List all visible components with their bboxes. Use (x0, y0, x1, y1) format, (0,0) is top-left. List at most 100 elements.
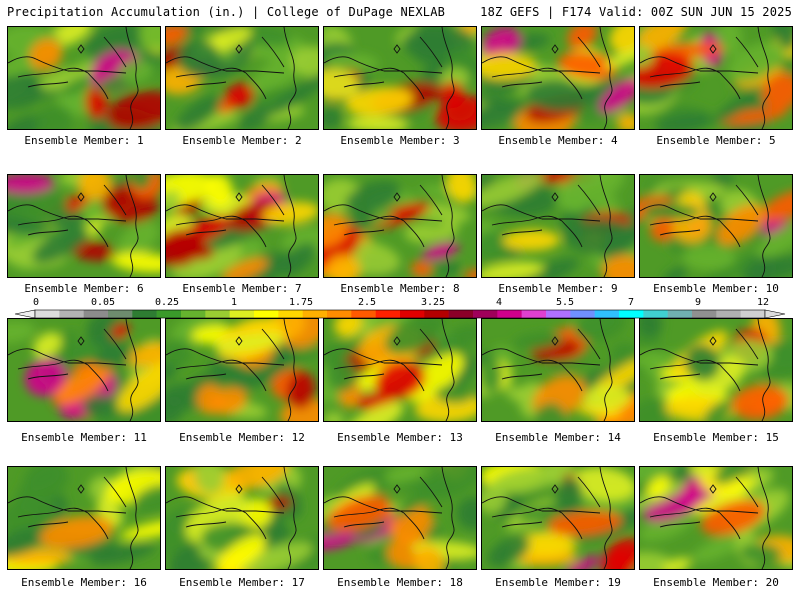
colorbar-swatch (521, 310, 547, 318)
precipitation-field (8, 175, 160, 277)
colorbar-swatch (35, 310, 60, 318)
ensemble-member-label-14: Ensemble Member: 14 (495, 431, 621, 444)
precipitation-field (8, 467, 160, 569)
ensemble-member-label-16: Ensemble Member: 16 (21, 576, 147, 589)
colorbar-swatch (132, 310, 157, 318)
precipitation-colorbar (14, 309, 786, 319)
colorbar-max-arrow (764, 309, 786, 319)
ensemble-member-label-4: Ensemble Member: 4 (498, 134, 618, 147)
colorbar-tick-label: 4 (495, 297, 503, 308)
precipitation-field (324, 27, 476, 129)
ensemble-member-map-20 (639, 466, 793, 570)
colorbar-swatch (302, 310, 328, 318)
ensemble-member-label-5: Ensemble Member: 5 (656, 134, 776, 147)
colorbar-tick-label: 0.25 (154, 297, 180, 308)
ensemble-member-label-6: Ensemble Member: 6 (24, 282, 144, 295)
ensemble-member-label-7: Ensemble Member: 7 (182, 282, 302, 295)
ensemble-member-map-19 (481, 466, 635, 570)
colorbar-swatch (497, 310, 522, 318)
ensemble-member-label-9: Ensemble Member: 9 (498, 282, 618, 295)
colorbar-swatch (156, 310, 182, 318)
colorbar-swatch (740, 310, 766, 318)
precipitation-field (640, 27, 792, 129)
colorbar-swatch (473, 310, 498, 318)
precipitation-field (482, 175, 634, 277)
ensemble-member-label-3: Ensemble Member: 3 (340, 134, 460, 147)
precipitation-field (324, 467, 476, 569)
colorbar-tick-label: 1.75 (288, 297, 314, 308)
colorbar-tick-label: 12 (756, 297, 770, 308)
precipitation-field (640, 319, 792, 421)
colorbar-tick-label: 0 (32, 297, 40, 308)
ensemble-member-label-12: Ensemble Member: 12 (179, 431, 305, 444)
ensemble-member-map-11 (7, 318, 161, 422)
colorbar-swatch (205, 310, 230, 318)
precipitation-field (8, 319, 160, 421)
ensemble-member-map-13 (323, 318, 477, 422)
colorbar-swatch (692, 310, 717, 318)
colorbar-tick-label: 5.5 (555, 297, 575, 308)
ensemble-member-label-17: Ensemble Member: 17 (179, 576, 305, 589)
colorbar-swatch (351, 310, 376, 318)
colorbar-swatch (59, 310, 84, 318)
colorbar-min-arrow (14, 309, 36, 319)
precipitation-field (324, 319, 476, 421)
ensemble-member-map-2 (165, 26, 319, 130)
colorbar-swatch (254, 310, 279, 318)
ensemble-member-label-11: Ensemble Member: 11 (21, 431, 147, 444)
precipitation-field (166, 319, 318, 421)
ensemble-member-map-10 (639, 174, 793, 278)
precipitation-field (640, 467, 792, 569)
precipitation-field (8, 27, 160, 129)
colorbar-swatch (546, 310, 571, 318)
ensemble-member-map-3 (323, 26, 477, 130)
colorbar-tick-label: 2.5 (357, 297, 377, 308)
ensemble-member-label-10: Ensemble Member: 10 (653, 282, 779, 295)
ensemble-member-map-7 (165, 174, 319, 278)
ensemble-member-map-8 (323, 174, 477, 278)
colorbar-tick-label: 1 (230, 297, 238, 308)
colorbar-swatch (643, 310, 668, 318)
precipitation-field (640, 175, 792, 277)
colorbar-swatch (424, 310, 449, 318)
colorbar-swatch (594, 310, 620, 318)
ensemble-member-map-5 (639, 26, 793, 130)
colorbar-swatch (181, 310, 206, 318)
colorbar-swatch (619, 310, 644, 318)
ensemble-member-label-19: Ensemble Member: 19 (495, 576, 621, 589)
colorbar-tick-label: 0.05 (90, 297, 116, 308)
ensemble-member-map-16 (7, 466, 161, 570)
precipitation-field (482, 319, 634, 421)
ensemble-member-map-1 (7, 26, 161, 130)
ensemble-member-label-8: Ensemble Member: 8 (340, 282, 460, 295)
colorbar-tick-label: 3.25 (420, 297, 446, 308)
ensemble-member-label-15: Ensemble Member: 15 (653, 431, 779, 444)
ensemble-member-map-12 (165, 318, 319, 422)
colorbar-swatch (229, 310, 255, 318)
ensemble-member-label-13: Ensemble Member: 13 (337, 431, 463, 444)
ensemble-member-label-20: Ensemble Member: 20 (653, 576, 779, 589)
model-run-info: 18Z GEFS | F174 Valid: 00Z SUN JUN 15 20… (480, 5, 792, 19)
colorbar-tick-label: 9 (694, 297, 702, 308)
colorbar-tick-label: 7 (627, 297, 635, 308)
ensemble-member-label-18: Ensemble Member: 18 (337, 576, 463, 589)
precipitation-field (482, 27, 634, 129)
colorbar-swatch (667, 310, 693, 318)
colorbar-swatch (278, 310, 303, 318)
ensemble-member-map-18 (323, 466, 477, 570)
colorbar-swatch (400, 310, 425, 318)
ensemble-member-label-1: Ensemble Member: 1 (24, 134, 144, 147)
ensemble-member-map-17 (165, 466, 319, 570)
colorbar-swatch (83, 310, 109, 318)
ensemble-member-map-15 (639, 318, 793, 422)
colorbar-swatch (375, 310, 401, 318)
map-title: Precipitation Accumulation (in.) | Colle… (7, 5, 446, 19)
precipitation-field (482, 467, 634, 569)
colorbar-swatch (716, 310, 741, 318)
precipitation-field (166, 27, 318, 129)
colorbar-swatch (448, 310, 474, 318)
colorbar-swatch (108, 310, 133, 318)
colorbar-swatch (570, 310, 595, 318)
precipitation-field (166, 175, 318, 277)
ensemble-member-map-6 (7, 174, 161, 278)
